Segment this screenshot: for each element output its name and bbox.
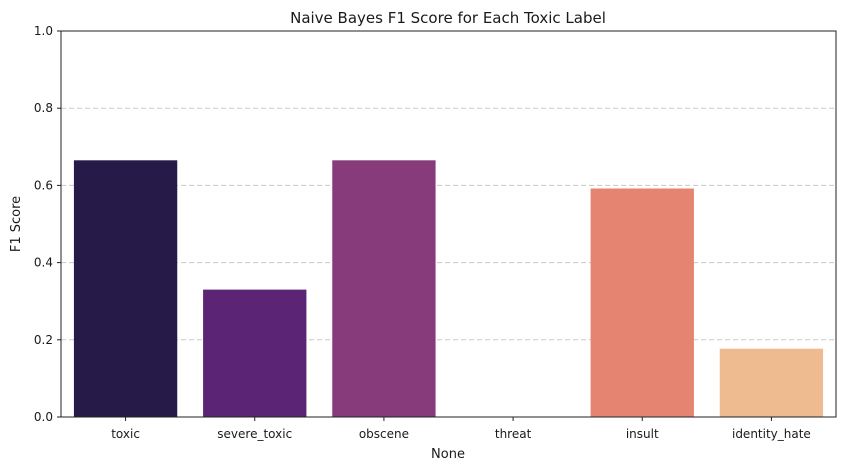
- x-tick-label: obscene: [359, 427, 409, 441]
- bar-severe-toxic: [203, 289, 307, 417]
- bars: [73, 160, 824, 417]
- x-tick-label: threat: [495, 427, 532, 441]
- y-tick-label: 0.6: [34, 178, 53, 192]
- gridlines: [61, 107, 836, 341]
- x-axis-ticks: toxic severe_toxic obscene threat insult iden…: [111, 417, 811, 441]
- y-tick-label: 0.4: [34, 256, 53, 270]
- x-tick-label: toxic: [111, 427, 140, 441]
- y-tick-label: 0.8: [34, 101, 53, 115]
- y-tick-label: 1.0: [34, 24, 53, 38]
- y-axis-ticks: 0.0 0.2 0.4 0.6 0.8 1.0: [34, 24, 61, 424]
- bar-insult: [590, 188, 694, 417]
- bar-toxic: [73, 160, 178, 417]
- x-axis-label: None: [431, 447, 465, 462]
- x-tick-label: identity_hate: [732, 427, 811, 441]
- x-tick-label: severe_toxic: [217, 427, 292, 441]
- x-tick-label: insult: [626, 427, 659, 441]
- bar-obscene: [332, 160, 436, 417]
- bar-identity-hate: [719, 348, 824, 417]
- y-axis-label: F1 Score: [9, 196, 24, 252]
- y-tick-label: 0.2: [34, 333, 53, 347]
- chart-title: Naive Bayes F1 Score for Each Toxic Labe…: [290, 9, 606, 27]
- y-tick-label: 0.0: [34, 410, 53, 424]
- plot-frame: [60, 30, 837, 418]
